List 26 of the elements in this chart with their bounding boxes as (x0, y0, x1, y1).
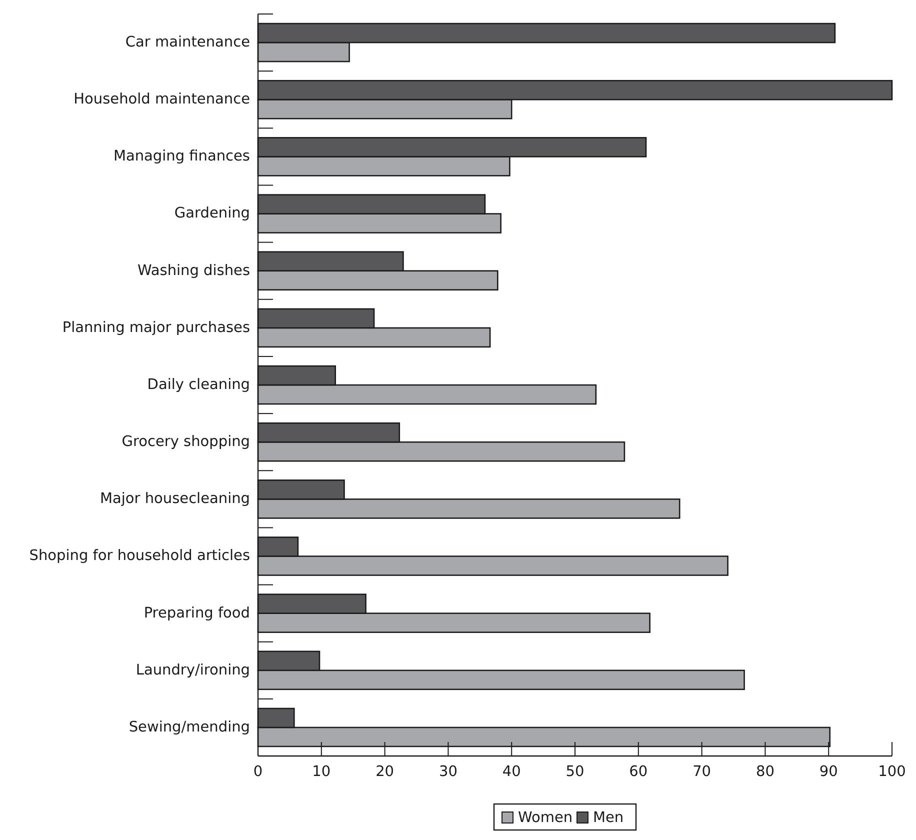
y-tick-label: Laundry/ironing (136, 662, 250, 678)
y-tick-label: Preparing food (144, 605, 250, 622)
y-tick-label: Shoping for household articles (29, 548, 250, 564)
y-tick-label: Planning major purchases (62, 320, 250, 336)
y-tick-label: Washing dishes (137, 262, 250, 279)
x-tick-label: 40 (502, 764, 521, 780)
legend-label: Men (593, 810, 624, 826)
x-tick-label: 90 (819, 764, 838, 780)
x-tick-label: 0 (253, 764, 263, 780)
y-tick-label: Car maintenance (125, 34, 250, 51)
x-tick-label: 80 (756, 764, 774, 780)
y-tick-label: Major housecleaning (100, 491, 250, 508)
y-tick-label: Household maintenance (74, 92, 250, 108)
x-tick-label: 70 (692, 764, 712, 780)
x-tick-label: 50 (566, 764, 584, 780)
x-tick-label: 10 (312, 764, 331, 780)
y-tick-label: Sewing/mending (128, 719, 250, 736)
x-tick-label: 30 (438, 764, 458, 780)
x-tick-label: 20 (376, 764, 394, 780)
y-tick-label: Grocery shopping (122, 434, 250, 450)
y-tick-label: Daily cleaning (147, 376, 250, 393)
x-tick-label: 60 (629, 764, 648, 780)
y-tick-label: Gardening (174, 206, 250, 222)
legend-label: Women (518, 810, 573, 826)
y-tick-label: Managing finances (113, 148, 250, 165)
x-tick-label: 100 (878, 764, 906, 780)
